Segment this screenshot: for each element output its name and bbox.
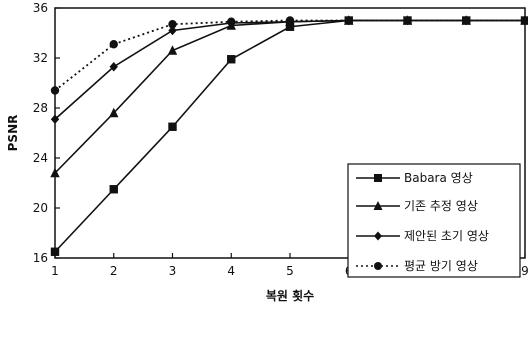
x-tick-label: 4: [227, 264, 235, 278]
legend-label: 평균 방기 영상: [404, 259, 478, 273]
square-marker: [109, 185, 118, 194]
circle-marker: [520, 16, 528, 25]
x-tick-label: 5: [286, 264, 294, 278]
circle-marker: [50, 86, 60, 95]
y-tick-label: 28: [33, 101, 48, 115]
legend-label: Babara 영상: [404, 171, 473, 185]
circle-marker: [227, 17, 236, 26]
square-marker: [168, 122, 177, 131]
square-marker: [50, 247, 60, 256]
x-axis-title: 복원 횟수: [266, 288, 314, 303]
y-tick-label: 20: [33, 201, 48, 215]
x-tick-label: 2: [110, 264, 118, 278]
circle-marker: [462, 16, 471, 25]
diamond-marker: [168, 25, 177, 36]
triangle-marker: [50, 167, 60, 178]
legend-item: 기존 추정 영상: [356, 199, 478, 213]
y-tick-label: 24: [33, 151, 48, 165]
legend-item: 평균 방기 영상: [356, 259, 478, 273]
x-tick-label: 1: [51, 264, 59, 278]
circle-marker: [344, 16, 353, 25]
y-axis-ticks: 16 20 24 28 32 36: [33, 1, 60, 265]
y-tick-label: 36: [33, 1, 48, 15]
circle-marker: [109, 40, 118, 49]
y-tick-label: 16: [33, 251, 48, 265]
legend-label: 제안된 초기 영상: [404, 229, 489, 243]
series-lines: [50, 15, 528, 256]
legend-label: 기존 추정 영상: [404, 199, 478, 213]
x-tick-label: 9: [521, 264, 528, 278]
legend-item: 제안된 초기 영상: [356, 229, 489, 243]
square-marker: [285, 22, 295, 31]
legend-item: Babara 영상: [356, 171, 473, 185]
diamond-marker: [374, 231, 382, 241]
circle-marker: [403, 16, 412, 25]
diamond-marker: [109, 62, 118, 72]
triangle-marker: [167, 45, 178, 55]
series-circle: [50, 16, 528, 95]
diamond-marker: [50, 114, 60, 124]
circle-marker: [168, 20, 177, 29]
legend-box: [347, 163, 521, 278]
series-line: [54, 19, 525, 92]
square-marker: [227, 55, 236, 64]
circle-marker: [285, 16, 295, 25]
x-tick-label: 3: [169, 264, 177, 278]
square-marker: [374, 174, 382, 182]
circle-marker: [374, 262, 382, 270]
triangle-marker: [109, 107, 119, 118]
y-tick-label: 32: [33, 51, 48, 65]
y-axis-title: PSNR: [6, 115, 20, 152]
triangle-marker: [373, 201, 383, 210]
